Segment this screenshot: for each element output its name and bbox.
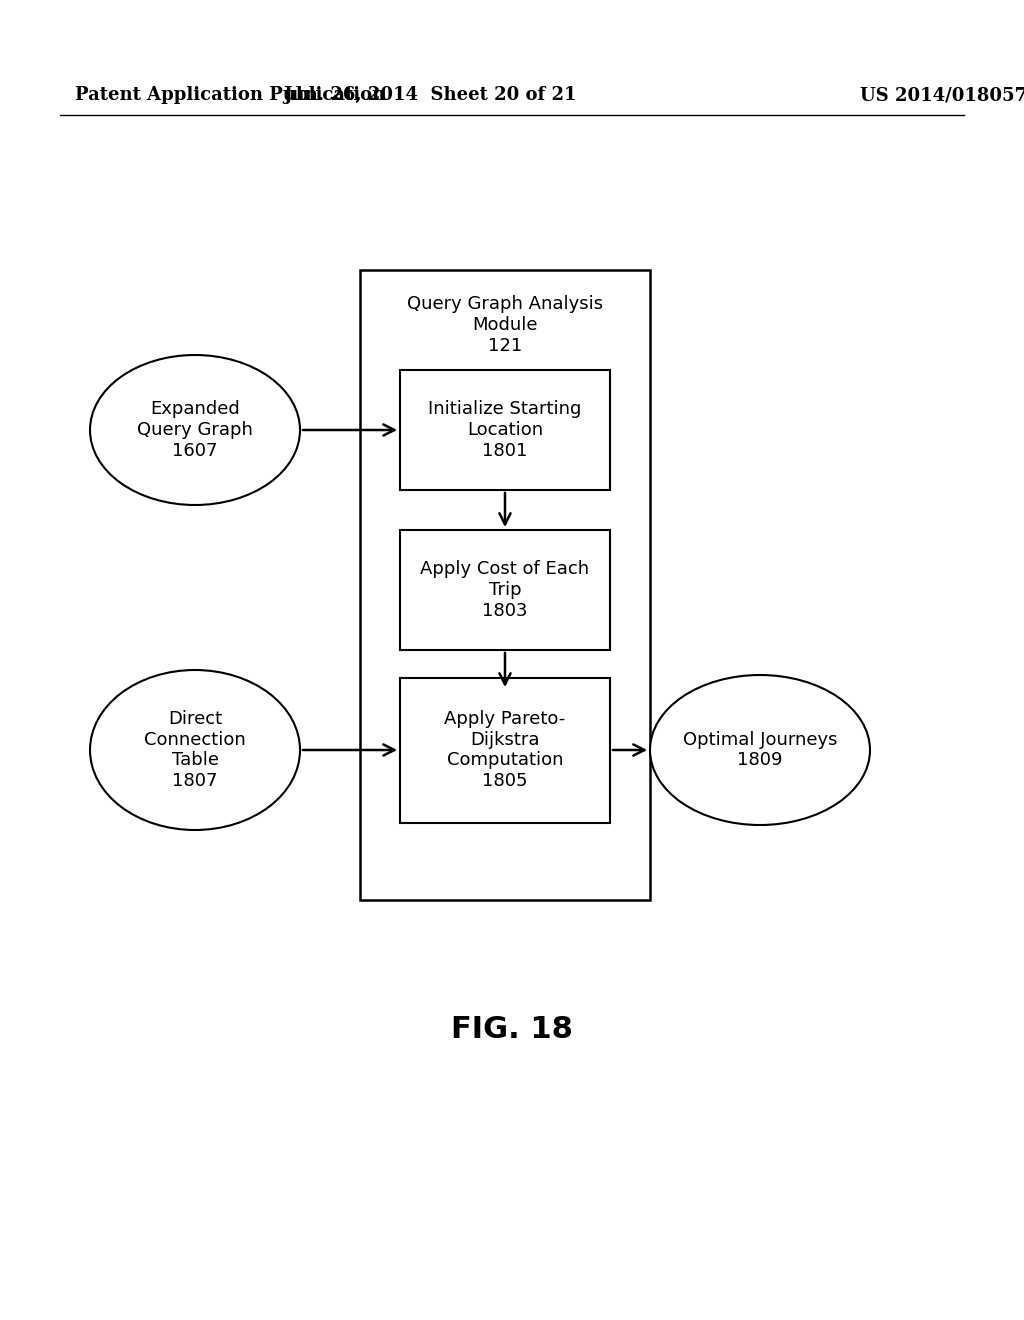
Text: Expanded
Query Graph
1607: Expanded Query Graph 1607 [137,400,253,459]
Bar [400,370,610,490]
Text: US 2014/0180570 A1: US 2014/0180570 A1 [860,86,1024,104]
Text: Apply Cost of Each
Trip
1803: Apply Cost of Each Trip 1803 [421,560,590,620]
Text: Optimal Journeys
1809: Optimal Journeys 1809 [683,730,838,770]
Ellipse shape [90,671,300,830]
Ellipse shape [650,675,870,825]
Text: Jun. 26, 2014  Sheet 20 of 21: Jun. 26, 2014 Sheet 20 of 21 [284,86,577,104]
Bar [400,677,610,822]
Text: Apply Pareto-
Dijkstra
Computation
1805: Apply Pareto- Dijkstra Computation 1805 [444,710,565,791]
Ellipse shape [90,355,300,506]
Text: FIG. 18: FIG. 18 [451,1015,573,1044]
Text: Patent Application Publication: Patent Application Publication [75,86,385,104]
Text: Query Graph Analysis
Module
121: Query Graph Analysis Module 121 [407,296,603,355]
Text: Direct
Connection
Table
1807: Direct Connection Table 1807 [144,710,246,791]
Bar [400,531,610,649]
Bar [360,271,650,900]
Text: Initialize Starting
Location
1801: Initialize Starting Location 1801 [428,400,582,459]
